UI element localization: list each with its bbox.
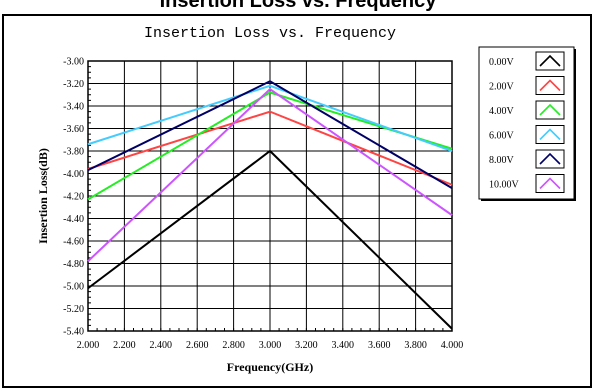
y-axis-label: Insertion Loss(dB): [36, 148, 50, 244]
legend-swatch-box: [535, 51, 565, 71]
y-tick-label: -4.60: [63, 237, 84, 248]
x-tick-label: 2.200: [113, 340, 136, 351]
x-tick-label: 3.800: [404, 340, 427, 351]
x-tick-label: 4.000: [441, 340, 464, 351]
y-tick-label: -3.20: [63, 79, 84, 90]
y-tick-label: -4.40: [63, 214, 84, 225]
legend-swatch-box: [535, 76, 565, 95]
series-line-6-00v: [87, 84, 453, 152]
x-tick-label: 3.200: [295, 340, 318, 351]
plot-border: [87, 60, 453, 332]
y-tick-label: -3.80: [63, 147, 84, 158]
series-line-8-00v: [87, 80, 453, 189]
legend-swatch-box: [535, 174, 565, 193]
x-axis-label: Frequency(GHz): [227, 360, 313, 374]
x-tick-label: 2.600: [186, 340, 209, 351]
y-tick-label: -3.40: [63, 102, 84, 113]
legend-label: 2.00V: [489, 82, 515, 93]
x-tick-label: 2.800: [222, 340, 245, 351]
y-tick-label: -3.00: [63, 57, 84, 68]
x-tick-label: 3.400: [332, 340, 355, 351]
y-tick-label: -5.00: [63, 282, 84, 293]
series-line-0-00v: [87, 149, 453, 330]
legend-box: [478, 46, 575, 200]
x-tick-label: 3.600: [368, 340, 391, 351]
y-tick-label: -5.20: [63, 304, 84, 315]
series-line-2-00v: [87, 110, 453, 186]
series-line-10-00v: [87, 87, 453, 262]
legend-label: 6.00V: [489, 131, 515, 142]
legend-label: 4.00V: [489, 106, 515, 117]
legend-swatch-box: [535, 149, 565, 169]
legend-swatch-line: [539, 152, 561, 165]
legend-label: 10.00V: [489, 180, 520, 191]
legend-swatch-line: [539, 128, 561, 141]
legend-swatch-box: [535, 125, 565, 144]
y-tick-label: -5.40: [63, 327, 84, 338]
y-tick-label: -3.60: [63, 124, 84, 135]
legend-swatch-line: [539, 177, 561, 190]
legend-swatch-line: [539, 54, 561, 67]
x-tick-label: 2.000: [77, 340, 100, 351]
x-tick-label: 3.000: [259, 340, 282, 351]
legend-label: 8.00V: [489, 155, 515, 166]
x-tick-label: 2.400: [150, 340, 173, 351]
legend-swatch-line: [539, 79, 561, 92]
y-tick-label: -4.20: [63, 192, 84, 203]
legend-swatch-box: [535, 100, 565, 120]
chart-title: Insertion Loss vs. Frequency: [144, 25, 396, 42]
y-tick-label: -4.80: [63, 259, 84, 270]
chart-frame: [2, 14, 592, 388]
page-title: Insertion Loss vs. Frequency: [159, 0, 437, 12]
y-tick-label: -4.00: [63, 169, 84, 180]
legend-label: 0.00V: [489, 57, 515, 68]
legend-swatch-line: [539, 103, 561, 116]
